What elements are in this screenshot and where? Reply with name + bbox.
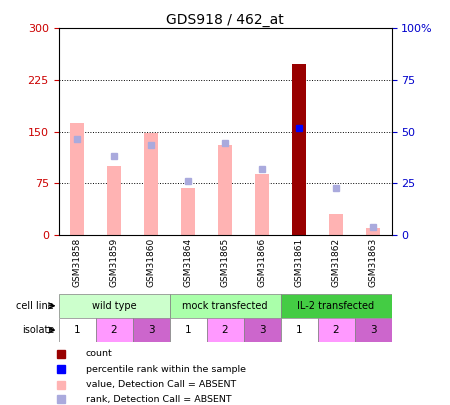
Text: wild type: wild type (92, 301, 136, 311)
Title: GDS918 / 462_at: GDS918 / 462_at (166, 13, 284, 27)
Bar (132, 318, 170, 342)
Bar (180, 188, 195, 235)
Text: 2: 2 (333, 325, 339, 335)
Bar (255, 174, 270, 235)
Bar (365, 228, 380, 235)
Text: 1: 1 (74, 325, 80, 335)
Bar (170, 318, 207, 342)
Bar (355, 318, 392, 342)
Bar (58, 318, 95, 342)
Text: mock transfected: mock transfected (182, 301, 268, 311)
Text: 3: 3 (148, 325, 154, 335)
Bar (95, 318, 132, 342)
Text: 2: 2 (222, 325, 228, 335)
Text: 3: 3 (370, 325, 376, 335)
Text: 3: 3 (259, 325, 266, 335)
Text: 1: 1 (184, 325, 191, 335)
Bar (280, 318, 318, 342)
Text: percentile rank within the sample: percentile rank within the sample (86, 365, 246, 374)
Bar (70, 123, 85, 235)
Bar (318, 318, 355, 342)
Bar (328, 214, 343, 235)
Bar (292, 64, 306, 235)
Bar (144, 133, 158, 235)
Bar (107, 166, 122, 235)
Bar (207, 318, 243, 342)
Bar (243, 318, 280, 342)
Bar (280, 294, 392, 318)
Text: rank, Detection Call = ABSENT: rank, Detection Call = ABSENT (86, 395, 231, 404)
Text: IL-2 transfected: IL-2 transfected (297, 301, 374, 311)
Text: cell line: cell line (16, 301, 54, 311)
Bar (170, 294, 280, 318)
Text: 2: 2 (111, 325, 117, 335)
Bar (58, 294, 170, 318)
Text: 1: 1 (296, 325, 302, 335)
Text: value, Detection Call = ABSENT: value, Detection Call = ABSENT (86, 380, 236, 389)
Text: count: count (86, 350, 112, 358)
Bar (218, 145, 232, 235)
Text: isolate: isolate (22, 325, 54, 335)
